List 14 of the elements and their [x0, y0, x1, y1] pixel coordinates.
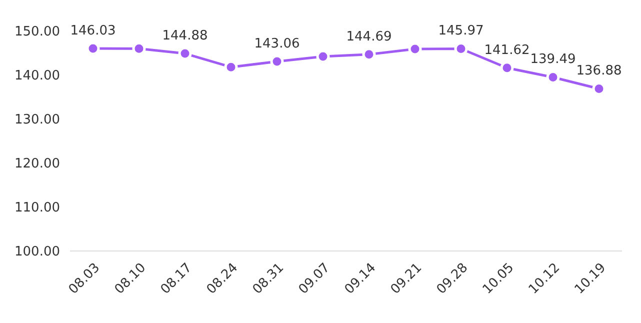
data-label: 145.97 — [438, 24, 484, 39]
data-label: 143.06 — [254, 36, 300, 52]
y-tick-label: 130.00 — [14, 112, 60, 128]
data-label: 136.88 — [576, 64, 622, 79]
data-label: 146.03 — [70, 23, 116, 38]
data-label: 144.69 — [346, 29, 392, 44]
data-label: 139.49 — [530, 52, 576, 68]
y-tick-label: 140.00 — [14, 68, 60, 84]
data-label: 144.88 — [162, 28, 208, 44]
y-tick-label: 110.00 — [14, 200, 60, 216]
y-tick-label: 150.00 — [14, 24, 60, 40]
y-tick-label: 120.00 — [14, 156, 60, 172]
y-tick-label: 100.00 — [14, 244, 60, 260]
data-label: 141.62 — [484, 42, 530, 58]
